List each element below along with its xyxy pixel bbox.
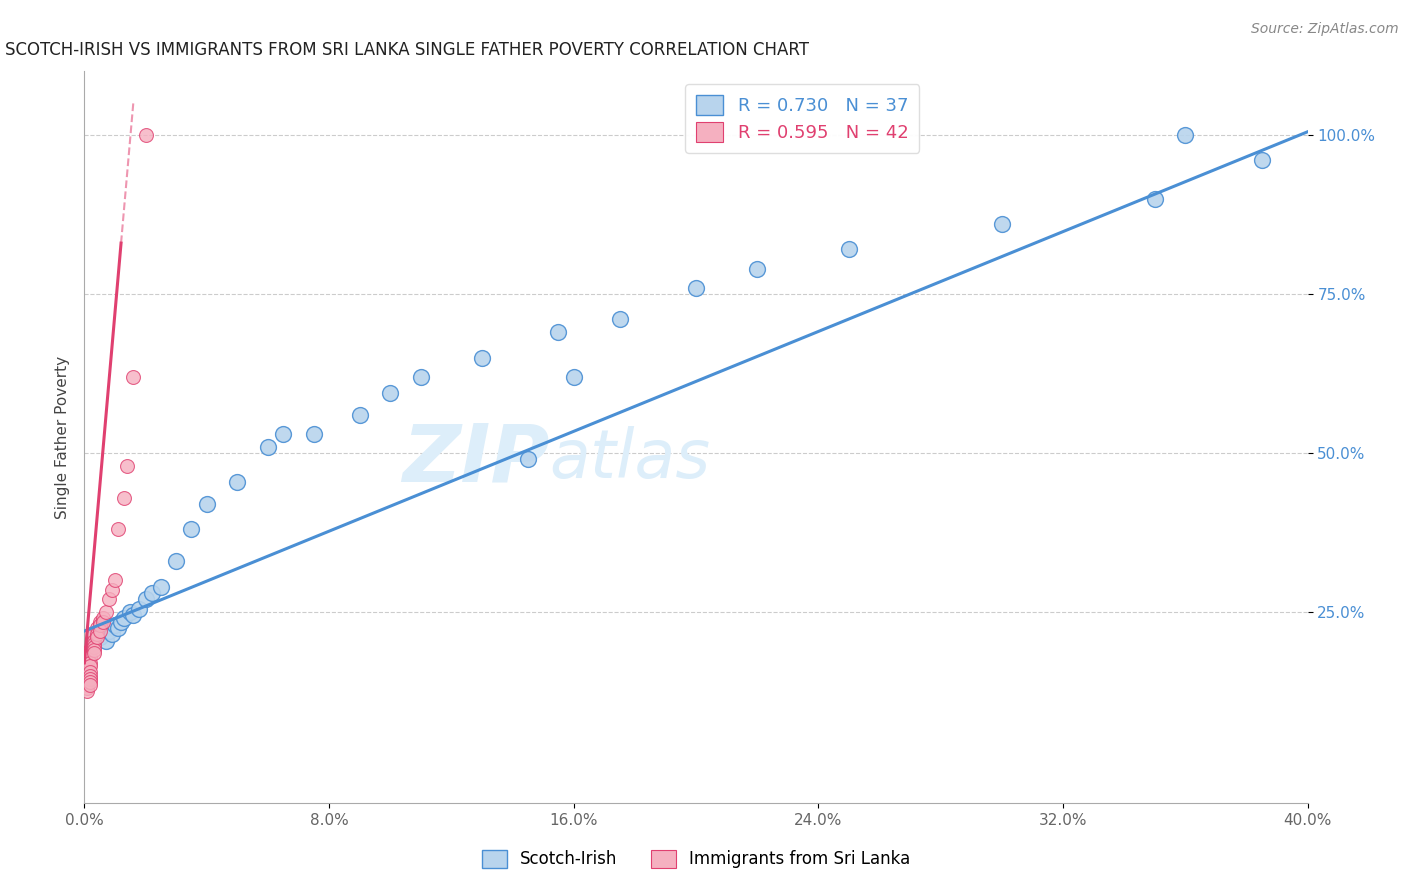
Point: [83, 646, 105, 660]
Point: [112, 611, 135, 625]
Point: [79, 643, 101, 657]
Point: [141, 586, 163, 600]
Point: [83, 643, 105, 657]
Point: [76, 662, 98, 676]
Point: [562, 369, 585, 384]
Point: [89, 624, 111, 638]
Point: [195, 497, 218, 511]
Point: [101, 582, 124, 597]
Point: [471, 351, 494, 365]
Legend: Scotch-Irish, Immigrants from Sri Lanka: Scotch-Irish, Immigrants from Sri Lanka: [475, 843, 917, 875]
Point: [122, 369, 145, 384]
Point: [135, 128, 157, 142]
Point: [122, 608, 145, 623]
Point: [89, 615, 111, 629]
Point: [89, 617, 111, 632]
Point: [86, 627, 108, 641]
Point: [76, 681, 98, 696]
Point: [349, 408, 371, 422]
Point: [165, 554, 187, 568]
Point: [180, 522, 202, 536]
Point: [991, 217, 1014, 231]
Point: [76, 675, 98, 690]
Point: [302, 426, 325, 441]
Point: [135, 592, 157, 607]
Point: [76, 684, 98, 698]
Point: [409, 369, 432, 384]
Point: [79, 665, 101, 680]
Point: [79, 672, 101, 686]
Point: [76, 656, 98, 670]
Point: [516, 452, 538, 467]
Point: [79, 678, 101, 692]
Point: [79, 668, 101, 682]
Point: [76, 665, 98, 680]
Point: [83, 627, 105, 641]
Point: [149, 580, 172, 594]
Point: [107, 621, 129, 635]
Point: [112, 491, 135, 505]
Point: [91, 611, 114, 625]
Point: [83, 627, 105, 641]
Point: [97, 624, 120, 638]
Point: [94, 633, 117, 648]
Point: [380, 385, 402, 400]
Text: SCOTCH-IRISH VS IMMIGRANTS FROM SRI LANKA SINGLE FATHER POVERTY CORRELATION CHAR: SCOTCH-IRISH VS IMMIGRANTS FROM SRI LANK…: [4, 41, 808, 59]
Text: atlas: atlas: [550, 426, 710, 492]
Point: [115, 458, 138, 473]
Point: [79, 659, 101, 673]
Point: [94, 605, 117, 619]
Point: [104, 617, 127, 632]
Point: [104, 573, 127, 587]
Point: [609, 312, 631, 326]
Point: [89, 631, 111, 645]
Point: [1174, 128, 1197, 142]
Point: [110, 615, 132, 629]
Point: [91, 615, 114, 629]
Text: ZIP: ZIP: [402, 420, 550, 498]
Point: [76, 678, 98, 692]
Point: [271, 426, 294, 441]
Point: [101, 627, 124, 641]
Text: Source: ZipAtlas.com: Source: ZipAtlas.com: [1251, 22, 1399, 37]
Point: [79, 649, 101, 664]
Point: [226, 475, 249, 489]
Point: [76, 672, 98, 686]
Point: [83, 637, 105, 651]
Point: [257, 440, 280, 454]
Point: [79, 656, 101, 670]
Point: [120, 605, 142, 619]
Y-axis label: Single Father Poverty: Single Father Poverty: [55, 356, 70, 518]
Point: [79, 675, 101, 690]
Point: [747, 261, 769, 276]
Point: [1250, 153, 1272, 168]
Point: [86, 631, 108, 645]
Point: [685, 280, 707, 294]
Point: [838, 243, 860, 257]
Point: [107, 522, 129, 536]
Point: [128, 602, 150, 616]
Point: [86, 621, 108, 635]
Point: [1143, 192, 1166, 206]
Point: [83, 633, 105, 648]
Point: [97, 592, 120, 607]
Point: [76, 649, 98, 664]
Point: [76, 668, 98, 682]
Point: [83, 640, 105, 654]
Point: [547, 325, 569, 339]
